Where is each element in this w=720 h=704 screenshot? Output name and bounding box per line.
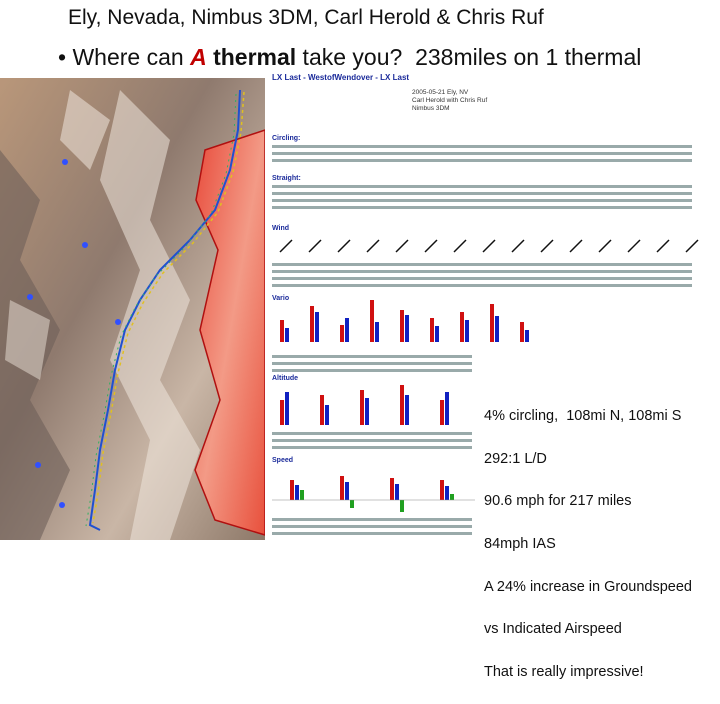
- note: 84mph IAS: [484, 536, 556, 553]
- section-label: Circling:: [272, 135, 300, 142]
- note: 4% circling, 108mi N, 108mi S: [484, 408, 682, 425]
- bullet: •: [58, 44, 67, 70]
- panel-header: LX Last - WestofWendover - LX Last: [272, 73, 409, 82]
- panel-info: Nimbus 3DM: [412, 105, 450, 112]
- title: Ely, Nevada, Nimbus 3DM, Carl Herold & C…: [68, 6, 544, 29]
- panel-info: Carl Herold with Chris Ruf: [412, 97, 487, 104]
- note: vs Indicated Airspeed: [484, 621, 622, 638]
- section-label: Wind: [272, 225, 289, 232]
- figure: LX Last - WestofWendover - LX Last 2005-…: [0, 73, 699, 540]
- vario-bars: [280, 300, 529, 342]
- filler-rows: [272, 145, 692, 535]
- emphasis: A: [190, 44, 207, 70]
- subtitle-text: Where can: [72, 44, 191, 70]
- section-label: Speed: [272, 457, 293, 464]
- subtitle-text: take you? 238miles on 1 thermal: [296, 44, 642, 70]
- note: 90.6 mph for 217 miles: [484, 493, 632, 510]
- section-label: Vario: [272, 295, 289, 302]
- panel-info: 2005-05-21 Ely, NV: [412, 89, 469, 96]
- emphasis: thermal: [213, 44, 297, 70]
- subtitle: • Where can A thermal take you? 238miles…: [58, 44, 641, 71]
- note: A 24% increase in Groundspeed: [484, 578, 692, 595]
- note: That is really impressive!: [484, 663, 644, 680]
- section-label: Altitude: [272, 375, 298, 382]
- note: 292:1 L/D: [484, 450, 547, 467]
- slide: Ely, Nevada, Nimbus 3DM, Carl Herold & C…: [0, 6, 720, 680]
- map: [0, 78, 266, 540]
- notes-box: 4% circling, 108mi N, 108mi S 292:1 L/D …: [480, 383, 720, 680]
- speed-bars: [272, 476, 475, 512]
- section-label: Straight:: [272, 175, 301, 182]
- altitude-bars: [280, 385, 449, 425]
- wind-arrows: [279, 239, 699, 253]
